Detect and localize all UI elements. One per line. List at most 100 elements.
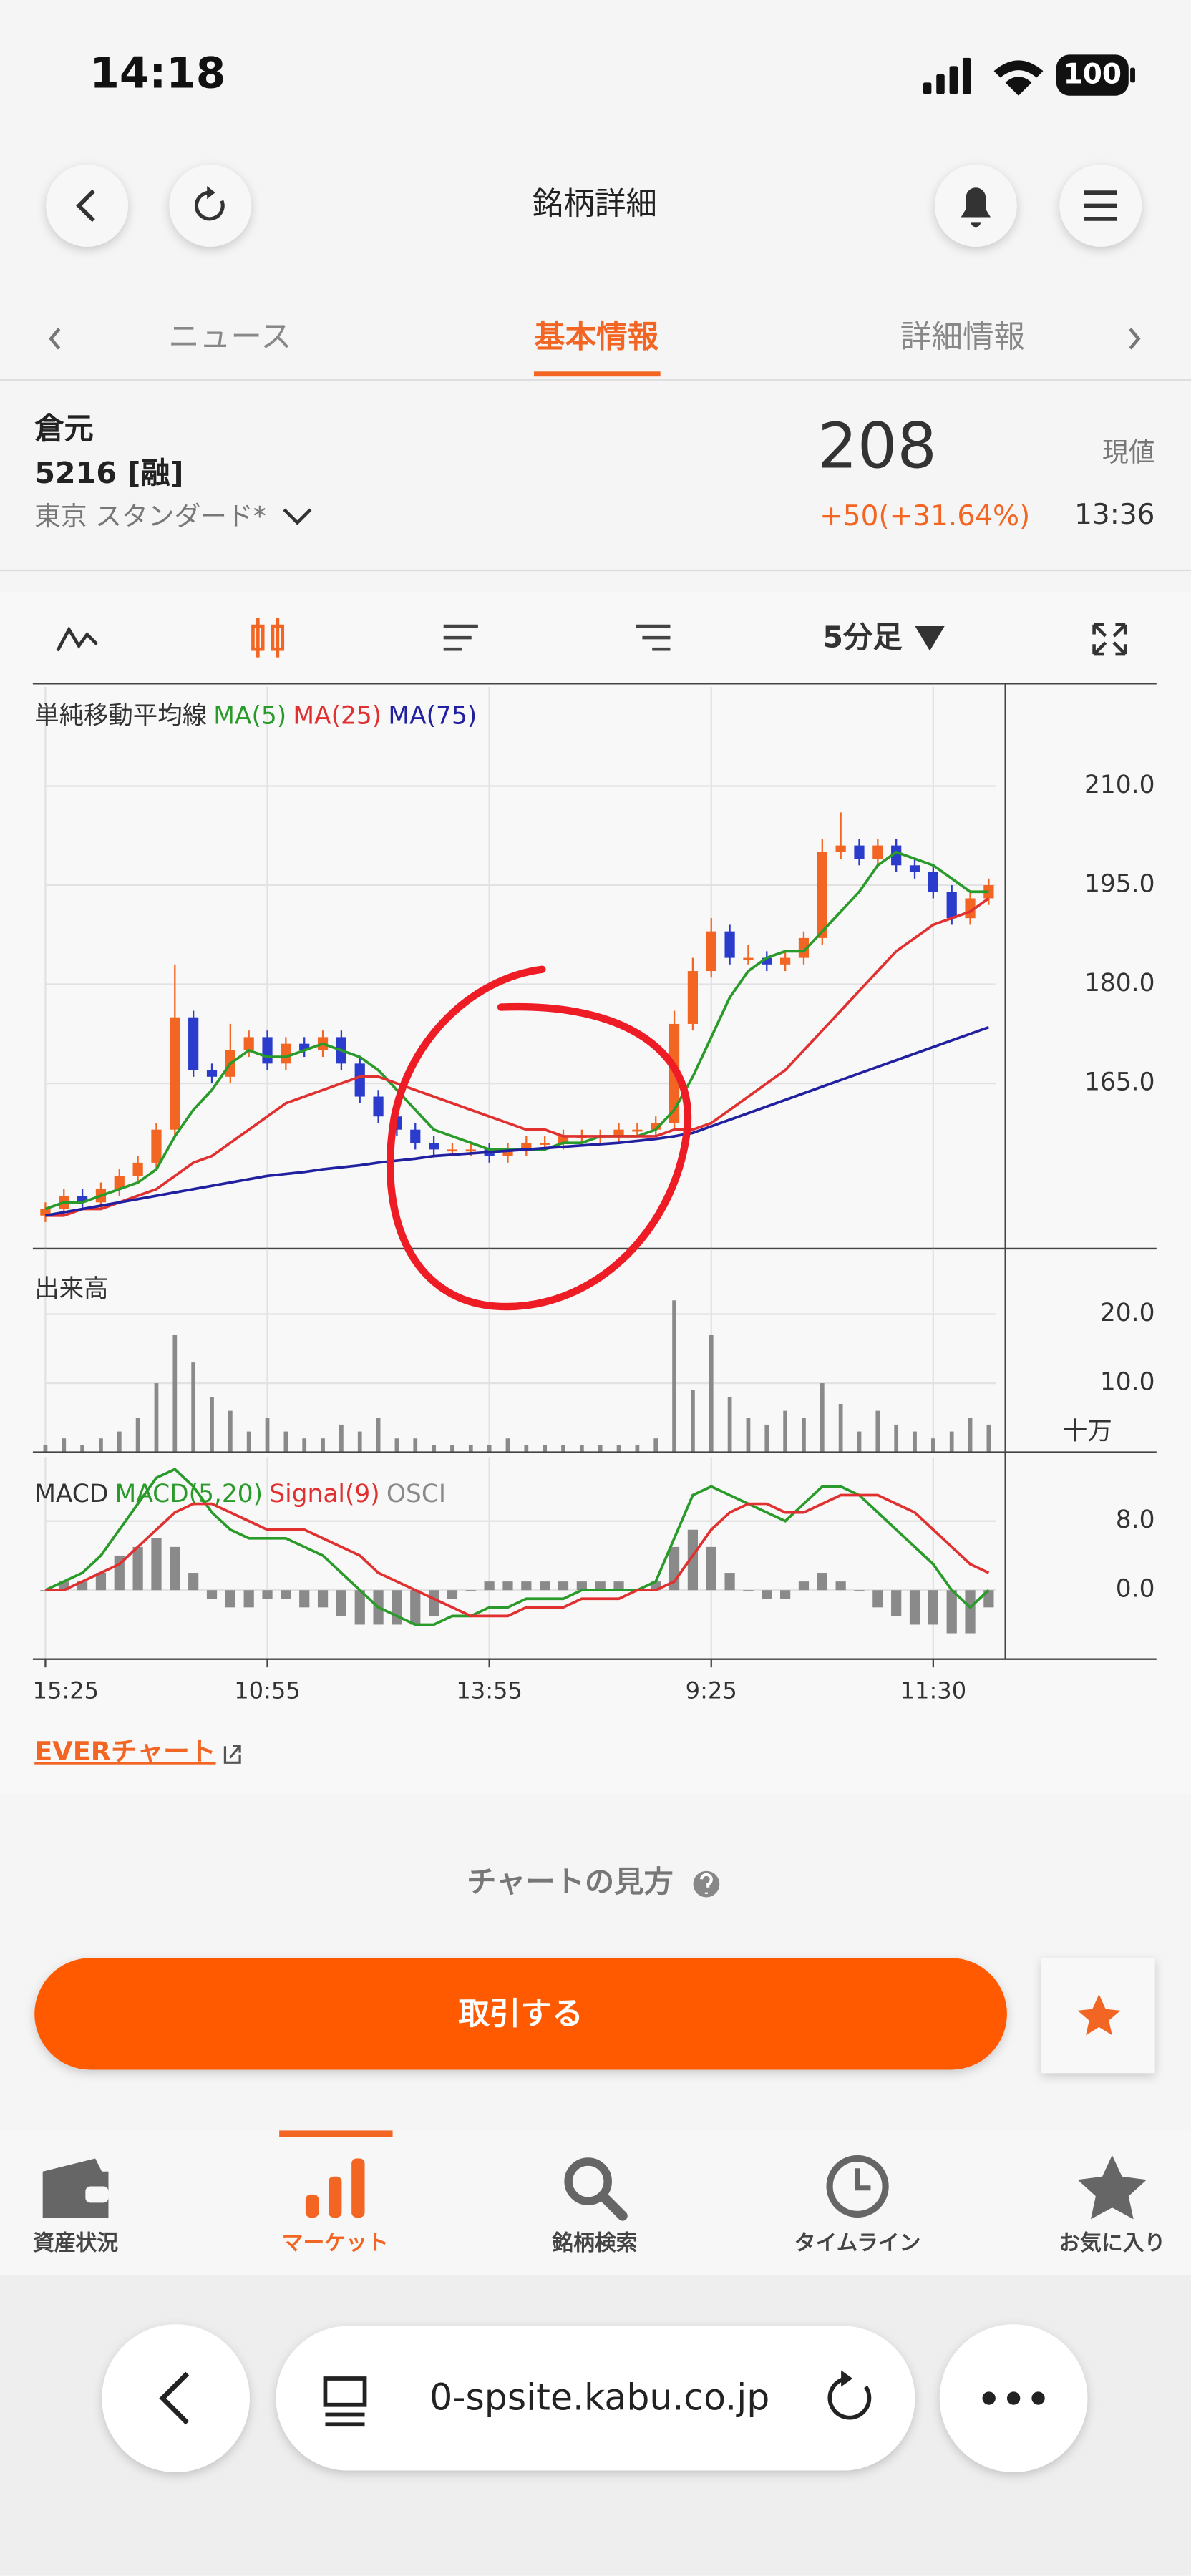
bar [188, 1573, 199, 1591]
signal-bar [936, 74, 945, 94]
bar [43, 1445, 48, 1453]
bar [265, 1418, 270, 1453]
candle-body [687, 971, 699, 1024]
bar [317, 1590, 329, 1608]
chart-help-link[interactable]: チャートの見方 [467, 1865, 674, 1899]
nav-label[interactable]: 銘柄検索 [551, 2230, 637, 2255]
bar [965, 1590, 976, 1634]
url-bar[interactable] [276, 2326, 915, 2471]
market-chevron[interactable] [283, 508, 312, 525]
bar [783, 1410, 787, 1453]
favorites-icon [1077, 2155, 1147, 2220]
bar [986, 1424, 991, 1453]
battery-icon [1056, 54, 1129, 96]
legend: 出来高 [34, 1274, 108, 1303]
candle-body [354, 1063, 365, 1097]
indicator2-icon[interactable] [636, 624, 671, 651]
candle-body [835, 845, 846, 852]
reload-arrow [207, 185, 215, 200]
tab-next[interactable] [1129, 328, 1141, 350]
interval-select[interactable]: 5分足 [822, 620, 903, 654]
candle-body [206, 1070, 218, 1077]
timeline-icon [826, 2155, 889, 2218]
external-icon [223, 1745, 241, 1764]
bar [820, 1383, 825, 1453]
favorite-star [1077, 1994, 1121, 2036]
y-tick-label: 8.0 [1116, 1506, 1155, 1534]
tab-prev[interactable] [49, 328, 61, 350]
nav-indicator [279, 2130, 393, 2137]
bar [635, 1445, 640, 1453]
candle-body [447, 1149, 458, 1152]
browser-back-icon [159, 2371, 190, 2425]
bar [225, 1590, 235, 1608]
stock-price: 208 [817, 409, 936, 482]
bar [946, 1590, 957, 1634]
x-tick-label: 15:25 [33, 1677, 99, 1704]
candle-body [928, 872, 938, 892]
tab-active[interactable]: 基本情報 [534, 319, 659, 355]
tab-indicator [533, 371, 661, 377]
bar [543, 1445, 548, 1453]
candle-body [262, 1037, 273, 1064]
help-icon [693, 1870, 720, 1898]
ever-chart-link[interactable]: EVERチャート [34, 1736, 215, 1767]
bar [228, 1410, 233, 1453]
tab[interactable]: 詳細情報 [900, 319, 1025, 355]
legend-entry: MA(5) [213, 701, 286, 730]
bar [798, 1581, 810, 1591]
fullscreen-icon[interactable] [1092, 623, 1127, 656]
hand-drawn-circle [386, 965, 692, 1311]
bar [170, 1546, 180, 1591]
bar [724, 1573, 735, 1591]
bar [949, 1431, 954, 1453]
bar [154, 1383, 159, 1453]
legend: 単純移動平均線 MA(5) MA(25) MA(75) [34, 701, 477, 730]
bar [930, 1438, 935, 1453]
bar [872, 1590, 883, 1608]
bar [505, 1438, 510, 1453]
price-time: 13:36 [1074, 499, 1154, 531]
stock-name: 倉元 [34, 411, 94, 446]
candle-body [299, 1043, 310, 1050]
candle-body [706, 931, 716, 972]
candle-body [558, 1136, 569, 1143]
bar [132, 1546, 143, 1591]
y-tick-label: 195.0 [1084, 870, 1155, 899]
bar [281, 1590, 291, 1599]
nav-label[interactable]: お気に入り [1059, 2230, 1165, 2255]
nav-label-active[interactable]: マーケット [282, 2230, 389, 2255]
tab[interactable]: ニュース [168, 319, 291, 355]
trade-button[interactable] [34, 1958, 1007, 2070]
reload-page-icon[interactable] [827, 2376, 872, 2420]
trade-button-label: 取引する [458, 1996, 583, 2032]
candle-body [151, 1129, 162, 1163]
y-tick-label: 20.0 [1100, 1299, 1155, 1327]
series-line [45, 1493, 990, 1618]
bar [854, 1590, 865, 1592]
candle-body [613, 1129, 624, 1136]
back-button[interactable] [46, 165, 129, 247]
bar [595, 1581, 606, 1591]
indicator-icon[interactable] [443, 624, 478, 651]
bar [576, 1581, 587, 1591]
nav-label[interactable]: タイムライン [794, 2230, 921, 2255]
bar [354, 1590, 365, 1625]
battery-level: 100 [1064, 59, 1122, 91]
candle-icon[interactable] [251, 618, 285, 658]
candle-body [410, 1129, 421, 1143]
line-chart-icon[interactable] [56, 625, 99, 652]
signal-bar [962, 57, 971, 94]
market-icon [305, 2158, 365, 2218]
bar [151, 1538, 162, 1591]
nav-label[interactable]: 資産状況 [33, 2230, 118, 2255]
candle-body [521, 1143, 532, 1150]
bar [894, 1424, 899, 1453]
battery-tip [1130, 67, 1135, 83]
bar [392, 1590, 402, 1625]
x-tick-label: 11:30 [900, 1677, 967, 1704]
bar [62, 1438, 67, 1453]
series-line [45, 1025, 990, 1217]
browser-back[interactable] [102, 2324, 250, 2472]
reload-button[interactable] [169, 165, 252, 247]
